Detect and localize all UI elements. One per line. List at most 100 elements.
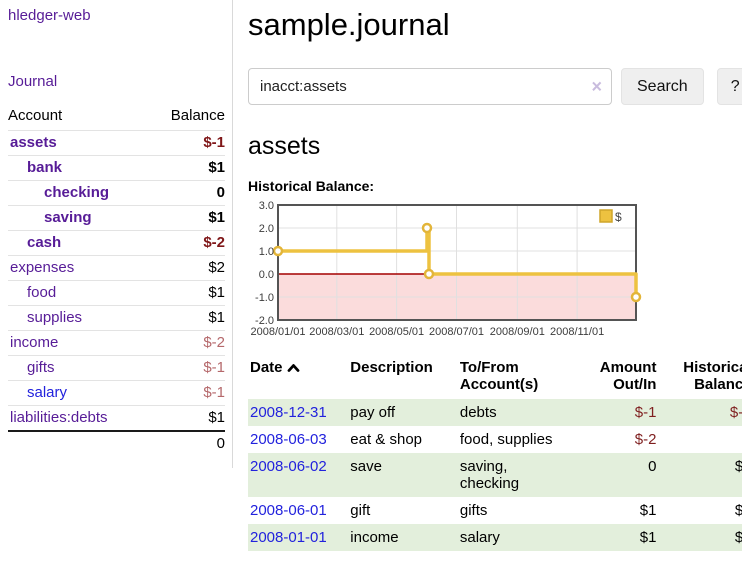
chart-border: [277, 204, 637, 322]
transaction-accounts: gifts: [459, 502, 488, 520]
register-row[interactable]: 2008-01-01 income salary $1 $1: [248, 524, 742, 552]
account-row-assets: assets $-1: [8, 130, 225, 156]
transaction-accounts: debts: [457, 399, 570, 427]
account-link-liabilities-debts[interactable]: liabilities:debts: [10, 409, 108, 426]
legend-label: $: [615, 210, 622, 224]
register-row[interactable]: 2008-06-02 save saving, checking 0 $2: [248, 453, 742, 498]
transaction-amount: 0: [569, 453, 659, 498]
account-balance: $1: [149, 155, 225, 181]
svg-text:2008/03/01: 2008/03/01: [309, 326, 364, 338]
transaction-description: save: [348, 453, 458, 498]
account-link-assets[interactable]: assets: [10, 134, 57, 151]
transaction-accounts: food, supplies: [459, 431, 553, 449]
account-balance: $1: [149, 405, 225, 431]
transaction-description: eat & shop: [350, 431, 422, 449]
transaction-date-link[interactable]: 2008-01-01: [250, 529, 327, 547]
search-button[interactable]: Search: [621, 68, 704, 106]
transaction-date-link[interactable]: 2008-06-01: [250, 502, 327, 520]
account-row-bank: bank $1: [8, 155, 225, 181]
register-table-header: Date Description To/From Account(s) Amou…: [248, 355, 742, 399]
transaction-amount: $-2: [634, 431, 657, 449]
accounts-header-balance: Balance: [170, 107, 225, 124]
y-axis-ticks: 3.0 2.0 1.0 0.0 -1.0 -2.0: [255, 200, 274, 327]
svg-text:-2.0: -2.0: [255, 315, 274, 327]
register-header-balance: Historical Balance: [683, 359, 742, 394]
x-axis-ticks: 2008/01/01 2008/03/01 2008/05/01 2008/07…: [250, 326, 604, 338]
transaction-date-link[interactable]: 2008-06-03: [250, 431, 327, 449]
accounts-balance-table: Account Balance assets $-1 bank $1 check…: [8, 104, 225, 456]
search-input[interactable]: [248, 68, 612, 106]
account-link-expenses[interactable]: expenses: [10, 259, 75, 276]
historical-balance-chart[interactable]: $ 3.0 2.0 1.0 0.0 -1.0 -2.0 2008/01/01 2…: [248, 200, 742, 340]
account-row-food: food $1: [8, 280, 225, 306]
svg-text:2008/05/01: 2008/05/01: [369, 326, 424, 338]
svg-text:2008/01/01: 2008/01/01: [250, 326, 305, 338]
account-link-cash[interactable]: cash: [27, 234, 62, 251]
account-heading: assets: [248, 132, 321, 161]
transaction-description: income: [348, 524, 458, 552]
register-row[interactable]: 2008-12-31 pay off debts $-1 $-1: [248, 399, 742, 427]
app-brand-link[interactable]: hledger-web: [8, 7, 91, 24]
transaction-balance: $2: [658, 453, 742, 498]
account-link-saving[interactable]: saving: [44, 209, 92, 226]
svg-text:2008/07/01: 2008/07/01: [429, 326, 484, 338]
account-balance: $1: [149, 305, 225, 331]
transaction-date-link[interactable]: 2008-06-02: [250, 458, 327, 476]
search-bar: × Search ?: [248, 68, 742, 106]
register-header-amount: Amount Out/In: [599, 359, 657, 394]
svg-text:2008/09/01: 2008/09/01: [490, 326, 545, 338]
accounts-total-value: 0: [149, 430, 225, 456]
transaction-date-link[interactable]: 2008-12-31: [250, 404, 327, 422]
transaction-amount: $-1: [569, 399, 659, 427]
transaction-amount: $1: [639, 502, 657, 520]
legend-color-swatch: [599, 209, 613, 223]
chart-legend: $: [599, 209, 622, 224]
sort-up-icon: [287, 360, 300, 377]
transaction-accounts: saving, checking: [457, 453, 570, 498]
clear-search-icon[interactable]: ×: [591, 76, 602, 97]
account-balance: $-2: [149, 230, 225, 256]
svg-text:2008/11/01: 2008/11/01: [550, 326, 604, 338]
sidebar: hledger-web Journal Account Balance asse…: [0, 0, 233, 468]
account-row-checking: checking 0: [8, 180, 225, 206]
account-balance: $-1: [149, 380, 225, 406]
account-row-expenses: expenses $2: [8, 255, 225, 281]
account-link-checking[interactable]: checking: [44, 184, 110, 201]
account-link-gifts[interactable]: gifts: [27, 359, 55, 376]
account-balance: $-1: [149, 130, 225, 156]
register-row[interactable]: 2008-06-01 gift gifts $1 $2: [248, 497, 742, 524]
transaction-accounts: salary: [457, 524, 570, 552]
account-link-supplies[interactable]: supplies: [27, 309, 83, 326]
accounts-total-row: 0: [8, 430, 225, 456]
account-balance: $-1: [149, 355, 225, 381]
accounts-header-account: Account: [8, 107, 63, 124]
account-balance: $2: [149, 255, 225, 281]
transaction-description: gift: [350, 502, 371, 520]
chart-title: Historical Balance:: [248, 178, 375, 195]
transaction-description: pay off: [348, 399, 458, 427]
transaction-balance: $1: [658, 524, 742, 552]
account-balance: $-2: [149, 330, 225, 356]
account-link-salary[interactable]: salary: [27, 384, 68, 401]
account-row-cash: cash $-2: [8, 230, 225, 256]
account-balance: $1: [149, 280, 225, 306]
account-row-saving: saving $1: [8, 205, 225, 231]
svg-text:1.0: 1.0: [259, 246, 274, 258]
transaction-balance: 0: [658, 426, 742, 453]
register-row[interactable]: 2008-06-03 eat & shop food, supplies $-2…: [248, 426, 742, 453]
sidebar-item-journal[interactable]: Journal: [8, 73, 58, 90]
account-row-salary: salary $-1: [8, 380, 225, 406]
register-table: Date Description To/From Account(s) Amou…: [248, 355, 742, 552]
help-button[interactable]: ?: [716, 68, 742, 106]
data-point-markers: [272, 222, 642, 303]
register-header-description: Description: [350, 359, 433, 377]
account-row-supplies: supplies $1: [8, 305, 225, 331]
page-title: sample.journal: [248, 7, 450, 42]
svg-text:0.0: 0.0: [259, 269, 274, 281]
register-header-date[interactable]: Date: [248, 355, 348, 399]
account-link-food[interactable]: food: [27, 284, 57, 301]
account-link-income[interactable]: income: [10, 334, 59, 351]
account-link-bank[interactable]: bank: [27, 159, 63, 176]
main-content: sample.journal × Search ? assets Histori…: [233, 0, 742, 552]
svg-text:3.0: 3.0: [259, 200, 274, 212]
